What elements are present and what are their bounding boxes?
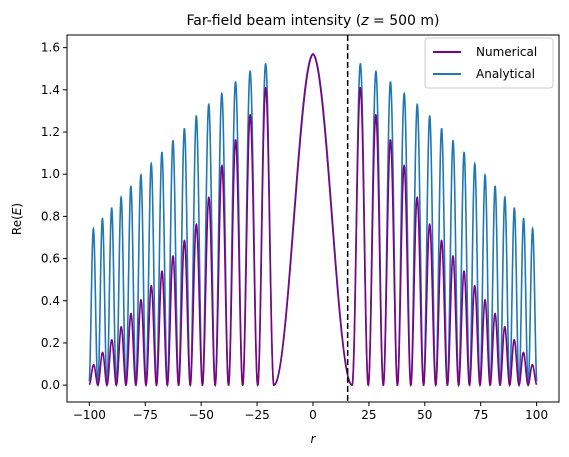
plot-frame — [66, 34, 560, 403]
y-tick-label: 1.0 — [41, 167, 60, 181]
x-tick-label: −50 — [189, 408, 214, 422]
y-tick-label: 1.2 — [41, 125, 60, 139]
x-tick-label: 25 — [361, 408, 376, 422]
x-tick-label: −75 — [133, 408, 158, 422]
x-tick-label: 100 — [525, 408, 548, 422]
legend: Numerical Analytical — [424, 37, 554, 89]
legend-box — [424, 37, 554, 89]
legend-label-analytical: Analytical — [476, 67, 535, 81]
y-axis-label: Re(E) — [10, 203, 24, 235]
ticks-layer: −100 −75 −50 −25 0 25 50 75 100 0.0 0.2 0.4 0.6 0.8 1.… — [41, 41, 548, 422]
y-tick-label: 0.4 — [41, 294, 60, 308]
series-line-analytical — [88, 53, 538, 388]
series-line-numerical — [88, 52, 538, 387]
x-tick-label: 75 — [473, 408, 488, 422]
x-tick-label: 0 — [309, 408, 317, 422]
legend-label-numerical: Numerical — [476, 45, 537, 59]
y-tick-label: 0.2 — [41, 336, 60, 350]
chart-title: Far-field beam intensity (z = 500 m) — [187, 13, 440, 29]
x-axis-label: r — [311, 432, 317, 446]
x-tick-label: −25 — [244, 408, 269, 422]
y-tick-label: 0.6 — [41, 252, 60, 266]
lines-layer — [88, 35, 538, 402]
y-tick-label: 0.8 — [41, 209, 60, 223]
x-tick-label: 50 — [417, 408, 432, 422]
x-tick-label: −100 — [73, 408, 106, 422]
y-tick-label: 1.6 — [41, 41, 60, 55]
y-tick-label: 1.4 — [41, 83, 60, 97]
y-tick-label: 0.0 — [41, 378, 60, 392]
